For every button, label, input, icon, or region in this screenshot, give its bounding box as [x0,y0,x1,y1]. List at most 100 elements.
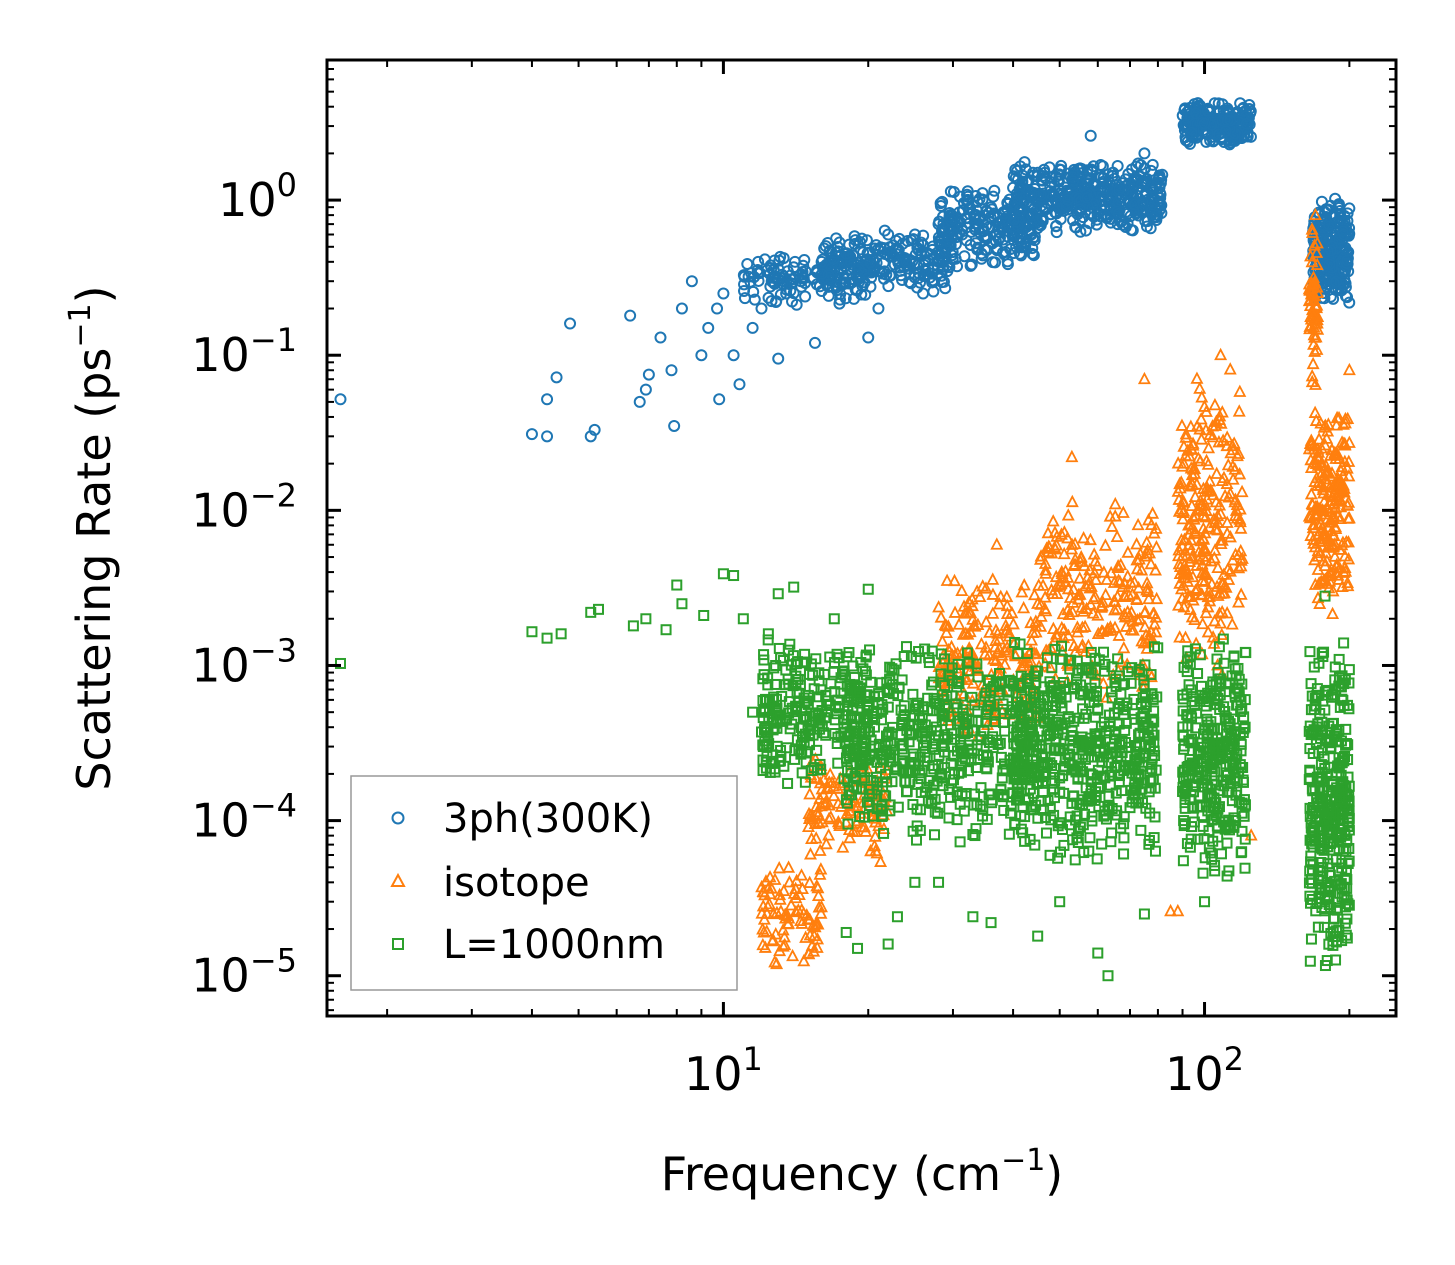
point-3ph [932,218,945,231]
point-3ph [1088,179,1101,192]
point-isotope [1138,619,1152,633]
point-isotope [988,639,1002,653]
point-boundary [1197,867,1209,879]
point-isotope [822,828,836,841]
point-boundary [863,788,875,800]
point-3ph [900,255,913,268]
point-isotope [1046,621,1060,634]
point-boundary [1217,633,1229,645]
point-boundary [1008,768,1020,780]
point-boundary [849,727,861,739]
point-isotope [1028,587,1041,601]
point-isotope [961,627,975,640]
point-3ph [853,263,866,276]
point-boundary [1221,728,1233,740]
point-boundary [951,814,963,826]
point-boundary [1181,688,1193,700]
point-boundary [1023,744,1035,756]
point-boundary [1187,801,1199,813]
point-boundary [640,613,652,625]
point-isotope [1147,606,1161,619]
point-3ph [985,201,998,214]
y-axis-title-text: Scattering Rate (ps [67,348,121,791]
point-3ph [741,258,754,271]
point-boundary [1130,770,1142,782]
point-3ph [695,349,708,362]
point-isotope [850,799,864,812]
point-isotope [1149,540,1163,553]
point-isotope [1312,432,1326,445]
point-boundary [1074,821,1086,833]
point-3ph [1324,290,1337,303]
point-isotope [1310,280,1324,293]
point-boundary [961,713,973,725]
point-boundary [959,753,971,765]
point-isotope [811,888,825,902]
point-isotope [1096,676,1110,689]
point-isotope [1188,612,1202,625]
point-isotope [1234,587,1248,600]
point-isotope [1073,554,1087,567]
point-3ph [1138,177,1151,190]
point-boundary [1146,758,1158,770]
point-isotope [772,861,786,874]
point-boundary [1005,800,1017,812]
point-3ph [746,321,759,334]
point-boundary [1091,772,1103,784]
point-3ph [1239,110,1252,123]
point-isotope [1041,525,1055,539]
point-isotope [1138,605,1152,619]
point-isotope [960,672,974,686]
point-isotope [1315,503,1329,516]
point-boundary [1086,783,1098,795]
point-3ph [755,302,768,315]
point-isotope [1338,560,1352,573]
point-boundary [1133,729,1145,741]
point-isotope [1177,439,1191,452]
point-3ph [737,269,750,282]
point-boundary [1038,759,1050,771]
point-isotope [1061,570,1075,583]
point-boundary [807,669,819,681]
point-boundary [1022,678,1034,690]
point-3ph [945,232,958,245]
point-boundary [1007,758,1019,770]
point-boundary [861,796,873,808]
point-boundary [769,678,781,690]
point-boundary [1182,710,1194,722]
point-isotope [1142,591,1156,605]
point-3ph [868,242,881,255]
point-boundary [1130,754,1142,766]
point-boundary [1048,783,1060,795]
point-isotope [781,916,795,930]
point-boundary [671,579,683,591]
point-boundary [935,668,947,680]
point-boundary [1338,637,1350,649]
point-boundary [938,733,950,745]
point-boundary [997,698,1009,710]
point-boundary [1182,645,1194,657]
point-3ph [752,267,765,280]
point-3ph [982,221,995,234]
point-boundary [1137,777,1149,789]
point-isotope [1198,497,1212,511]
point-isotope [1006,616,1020,630]
point-3ph [878,272,891,285]
point-3ph [550,371,563,384]
point-boundary [1177,785,1189,797]
point-3ph [733,378,746,391]
point-3ph [1007,170,1020,183]
point-boundary [1335,681,1347,693]
point-boundary [1312,921,1324,933]
point-isotope [795,902,809,916]
point-boundary [963,665,975,677]
point-isotope [1308,344,1322,357]
point-3ph [1337,225,1350,238]
point-isotope [1209,418,1223,431]
point-3ph [987,190,1000,203]
point-isotope [1199,510,1213,523]
point-isotope [1330,410,1344,424]
point-3ph [665,364,678,377]
point-boundary [985,917,997,929]
point-isotope [1223,486,1237,499]
